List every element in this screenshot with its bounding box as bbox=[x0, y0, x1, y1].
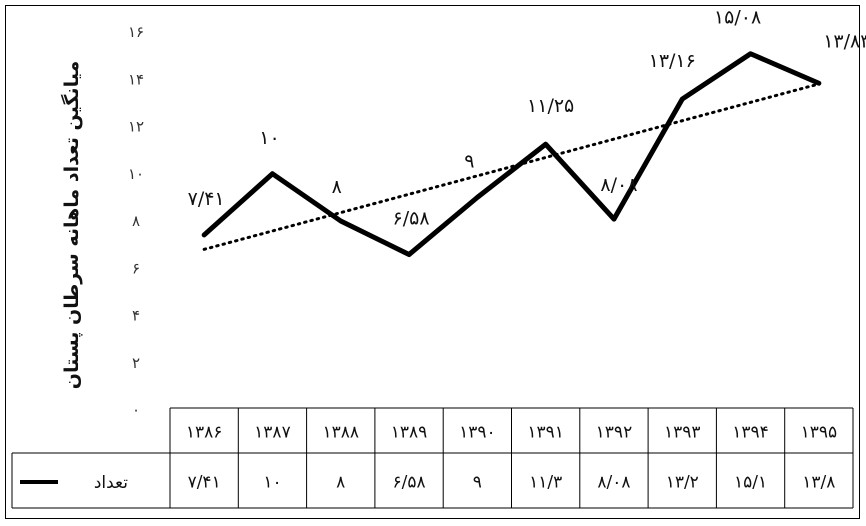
x-category-label: ۱۳۸۷ bbox=[254, 423, 291, 443]
data-labels: ۷/۴۱ ۱۰ ۸ ۶/۵۸ ۹ ۱۱/۲۵ ۸/۰۸ ۱۳/۱۶ ۱۵/۰۸ ۱۳/۸۳ bbox=[188, 7, 866, 230]
data-label: ۱۵/۰۸ bbox=[714, 7, 761, 29]
x-category-label: ۱۳۹۲ bbox=[596, 423, 633, 443]
table-value: ۱۳/۸ bbox=[802, 473, 835, 493]
y-tick-label: ۲ bbox=[132, 354, 140, 372]
y-tick-label: ۸ bbox=[132, 212, 140, 230]
table-value: ۱۰ bbox=[263, 473, 281, 493]
table-value: ۹ bbox=[473, 473, 482, 493]
trendline bbox=[202, 82, 821, 251]
data-label: ۸ bbox=[332, 176, 342, 198]
y-tick-label: ۱۴ bbox=[128, 70, 144, 88]
data-label: ۹ bbox=[464, 150, 474, 172]
chart-frame bbox=[5, 5, 860, 519]
y-axis-label: میانگین تعداد ماهانه سرطان پستان bbox=[60, 61, 83, 389]
table-value: ۶/۵۸ bbox=[392, 473, 425, 493]
data-label: ۱۰ bbox=[259, 127, 279, 149]
table-value: ۸ bbox=[336, 473, 345, 493]
data-label: ۷/۴۱ bbox=[188, 188, 225, 210]
table-value: ۱۳/۲ bbox=[666, 473, 699, 493]
series-line bbox=[201, 51, 822, 258]
data-label: ۱۳/۱۶ bbox=[649, 50, 696, 72]
y-axis-ticks: ۰ ۲ ۴ ۶ ۸ ۱۰ ۱۲ ۱۴ ۱۶ bbox=[128, 23, 144, 419]
y-tick-label: ۱۲ bbox=[128, 118, 144, 136]
data-label: ۱۳/۸۳ bbox=[823, 30, 866, 52]
data-label: ۱۱/۲۵ bbox=[527, 95, 574, 117]
y-tick-label: ۱۰ bbox=[128, 165, 144, 183]
x-category-label: ۱۳۹۰ bbox=[459, 423, 496, 443]
legend-series-name: تعداد bbox=[94, 473, 128, 493]
y-tick-label: ۱۶ bbox=[128, 23, 144, 41]
data-label: ۶/۵۸ bbox=[393, 208, 430, 230]
series-line-group bbox=[201, 51, 822, 258]
trendline-path bbox=[202, 82, 821, 251]
x-category-label: ۱۳۸۶ bbox=[186, 423, 223, 443]
x-category-label: ۱۳۸۸ bbox=[322, 423, 359, 443]
table-value: ۱۵/۱ bbox=[734, 473, 767, 493]
table-value: ۱۱/۳ bbox=[529, 473, 562, 493]
x-category-label: ۱۳۸۹ bbox=[391, 423, 428, 443]
y-tick-label: ۰ bbox=[132, 401, 140, 419]
y-tick-label: ۴ bbox=[132, 307, 140, 325]
table-value: ۸/۰۸ bbox=[597, 473, 630, 493]
x-category-label: ۱۳۹۴ bbox=[732, 423, 769, 443]
y-tick-label: ۶ bbox=[132, 259, 140, 277]
x-category-label: ۱۳۹۳ bbox=[664, 423, 701, 443]
data-label: ۸/۰۸ bbox=[600, 174, 637, 196]
table-value: ۷/۴۱ bbox=[188, 473, 221, 493]
data-table: ۱۳۸۶ ۱۳۸۷ ۱۳۸۸ ۱۳۸۹ ۱۳۹۰ ۱۳۹۱ ۱۳۹۲ ۱۳۹۳ ۱۳۹۴ ۱۳۹۵… bbox=[11, 407, 854, 509]
x-category-label: ۱۳۹۱ bbox=[527, 423, 564, 443]
x-category-label: ۱۳۹۵ bbox=[801, 423, 838, 443]
